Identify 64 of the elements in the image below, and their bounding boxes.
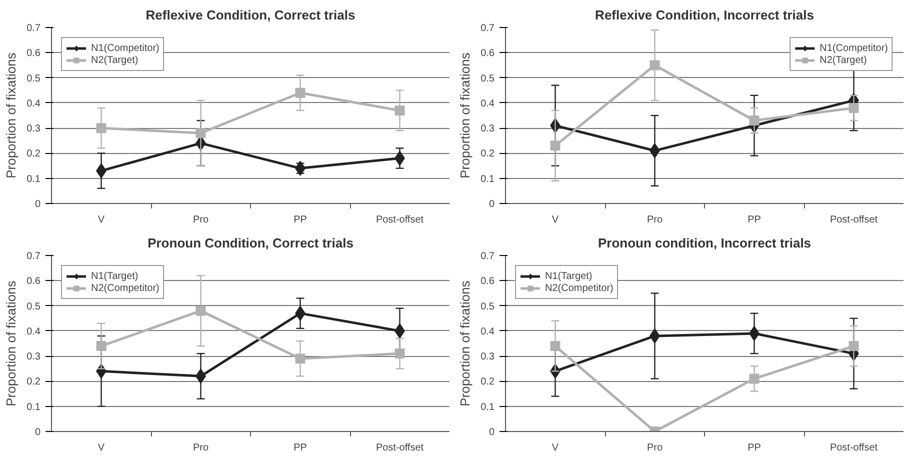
y-tick-label: 0.6 xyxy=(26,276,41,288)
y-tick-label: 0 xyxy=(488,427,495,438)
y-tick-label: 0.7 xyxy=(480,251,495,262)
x-tick-label: Post-offset xyxy=(376,442,424,454)
legend-label: N2(Target) xyxy=(91,54,138,66)
x-tick-label: Pro xyxy=(192,214,209,226)
x-tick-label: PP xyxy=(748,442,762,454)
x-tick-label: PP xyxy=(748,214,762,226)
y-axis-title: Proportion of fixations xyxy=(4,52,19,178)
y-tick-label: 0.5 xyxy=(480,301,495,312)
y-tick-label: 0.2 xyxy=(480,148,495,160)
x-tick-label: Post-offset xyxy=(376,214,424,226)
x-tick-label: V xyxy=(98,442,105,454)
y-tick-label: 0 xyxy=(488,199,495,210)
x-tick-label: Post-offset xyxy=(830,214,878,226)
x-tick-label: V xyxy=(552,442,559,454)
y-axis-title: Proportion of fixations xyxy=(458,280,473,406)
chart-title: Reflexive Condition, Incorrect trials xyxy=(595,8,814,22)
y-tick-label: 0.5 xyxy=(26,301,41,312)
x-tick-label: Pro xyxy=(646,214,663,226)
legend-label: N1(Competitor) xyxy=(820,42,888,54)
y-tick-label: 0.1 xyxy=(480,402,495,413)
legend-label: N1(Target) xyxy=(91,270,138,282)
y-tick-label: 0.4 xyxy=(480,326,495,338)
y-tick-label: 0.4 xyxy=(480,98,495,110)
y-tick-label: 0.5 xyxy=(480,73,495,84)
y-tick-label: 0.6 xyxy=(480,276,495,288)
x-tick-label: Pro xyxy=(192,442,209,454)
y-tick-label: 0 xyxy=(34,427,41,438)
y-tick-label: 0.1 xyxy=(480,174,495,185)
y-tick-label: 0.3 xyxy=(480,352,495,363)
y-tick-label: 0.3 xyxy=(26,352,41,363)
y-tick-label: 0.1 xyxy=(26,174,41,185)
y-tick-label: 0.7 xyxy=(26,251,41,262)
legend-label: N2(Competitor) xyxy=(545,282,614,294)
y-tick-label: 0.2 xyxy=(26,148,41,160)
y-tick-label: 0.7 xyxy=(480,23,495,34)
y-tick-label: 0.3 xyxy=(480,124,495,135)
x-tick-label: Post-offset xyxy=(830,442,878,454)
y-tick-label: 0.2 xyxy=(480,376,495,388)
x-tick-label: PP xyxy=(294,214,308,226)
y-tick-label: 0.1 xyxy=(26,402,41,413)
y-tick-label: 0 xyxy=(34,199,41,210)
legend-label: N2(Competitor) xyxy=(91,282,160,294)
x-tick-label: V xyxy=(98,214,105,226)
chart-title: Pronoun condition, Incorrect trials xyxy=(598,236,812,250)
y-tick-label: 0.4 xyxy=(26,326,41,338)
x-tick-label: Pro xyxy=(646,442,663,454)
y-tick-label: 0.2 xyxy=(26,376,41,388)
legend-label: N1(Target) xyxy=(545,270,592,282)
legend-label: N1(Competitor) xyxy=(91,42,160,54)
y-axis-title: Proportion of fixations xyxy=(4,280,19,406)
x-tick-label: PP xyxy=(294,442,308,454)
y-tick-label: 0.6 xyxy=(480,48,495,60)
y-tick-label: 0.4 xyxy=(26,98,41,110)
chart-title: Reflexive Condition, Correct trials xyxy=(146,8,356,22)
legend-label: N2(Target) xyxy=(820,54,867,66)
y-tick-label: 0.3 xyxy=(26,124,41,135)
chart-title: Pronoun Condition, Correct trials xyxy=(148,236,354,250)
y-axis-title: Proportion of fixations xyxy=(458,52,473,178)
x-tick-label: V xyxy=(552,214,559,226)
y-tick-label: 0.7 xyxy=(26,23,41,34)
y-tick-label: 0.5 xyxy=(26,73,41,84)
y-tick-label: 0.6 xyxy=(26,48,41,60)
